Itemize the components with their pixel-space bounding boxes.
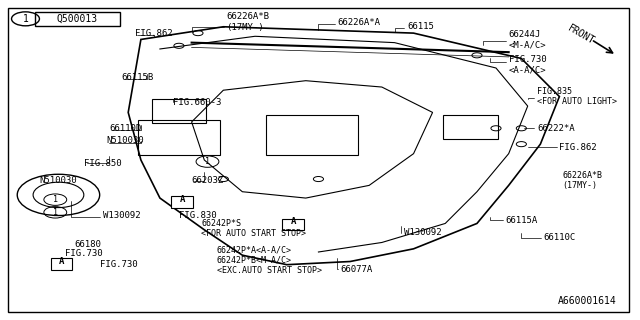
- Text: FIG.850: FIG.850: [84, 159, 122, 168]
- Text: FIG.730: FIG.730: [100, 260, 138, 269]
- Text: A660001614: A660001614: [557, 296, 616, 306]
- Text: 66242P*A<A-A/C>
66242P*B<M-A/C>
<EXC.AUTO START STOP>: 66242P*A<A-A/C> 66242P*B<M-A/C> <EXC.AUT…: [217, 245, 322, 275]
- Text: A: A: [59, 257, 64, 266]
- Text: FIG.730
<A-A/C>: FIG.730 <A-A/C>: [509, 55, 547, 75]
- Text: 66115A: 66115A: [506, 216, 538, 225]
- Text: A: A: [179, 195, 185, 204]
- FancyBboxPatch shape: [282, 219, 304, 230]
- Text: 66244J
<M-A/C>: 66244J <M-A/C>: [509, 30, 547, 49]
- Text: 1: 1: [22, 14, 28, 24]
- Text: N510030: N510030: [40, 176, 77, 185]
- Text: FIG.660-3: FIG.660-3: [173, 99, 221, 108]
- Text: 66222*A: 66222*A: [537, 124, 575, 133]
- FancyBboxPatch shape: [172, 196, 193, 208]
- Text: N510030: N510030: [106, 136, 143, 146]
- Text: 1: 1: [52, 208, 58, 217]
- Text: FIG.862: FIG.862: [134, 28, 172, 38]
- Text: 66110C: 66110C: [543, 233, 576, 242]
- Text: FIG.862: FIG.862: [559, 143, 597, 152]
- Text: Q500013: Q500013: [57, 14, 98, 24]
- Text: FIG.830: FIG.830: [179, 211, 216, 220]
- Text: 66110D: 66110D: [109, 124, 141, 133]
- Text: 66115: 66115: [407, 22, 434, 31]
- Text: FIG.835
<FOR AUTO LIGHT>: FIG.835 <FOR AUTO LIGHT>: [537, 87, 617, 106]
- Text: 66242P*S
<FOR AUTO START STOP>: 66242P*S <FOR AUTO START STOP>: [201, 219, 306, 238]
- Text: 1: 1: [52, 195, 58, 204]
- Text: 1: 1: [205, 157, 210, 166]
- Text: W130092: W130092: [103, 211, 140, 220]
- Text: A: A: [291, 217, 296, 226]
- Text: 66203Z: 66203Z: [191, 176, 224, 185]
- FancyBboxPatch shape: [51, 258, 72, 270]
- Text: 66180: 66180: [74, 240, 101, 249]
- Text: 66077A: 66077A: [340, 265, 373, 274]
- Text: 66226A*A: 66226A*A: [337, 18, 380, 27]
- Text: FIG.730: FIG.730: [65, 249, 102, 258]
- Text: 66115B: 66115B: [122, 73, 154, 82]
- Text: 66226A*B
(17MY-): 66226A*B (17MY-): [563, 171, 603, 190]
- Text: 66226A*B
(17MY-): 66226A*B (17MY-): [227, 12, 269, 32]
- Text: W130092: W130092: [404, 228, 442, 237]
- Text: FRONT: FRONT: [566, 23, 597, 46]
